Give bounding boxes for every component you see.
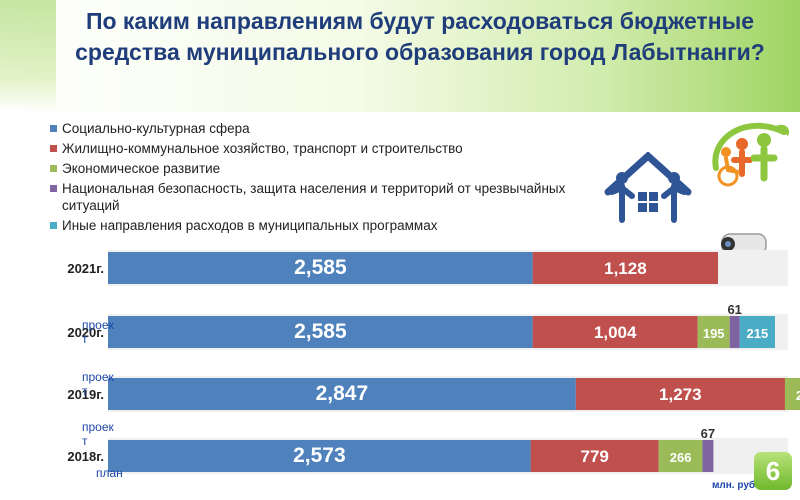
bar-segment-2019-s2	[784, 378, 800, 410]
data-label-2018-s0: 2,573	[293, 444, 346, 467]
data-label-2019-s2: 265	[796, 388, 800, 403]
bar-segment-2020-s0	[108, 316, 533, 348]
legend-swatch-social	[50, 125, 57, 132]
bar-segment-2018-s2	[658, 440, 703, 472]
bar-segment-2020-s2	[697, 316, 730, 348]
project-note-2: проек т	[82, 370, 114, 398]
bar-segment-2019-s0	[108, 378, 576, 410]
legend-item-security: Национальная безопасность, защита населе…	[50, 180, 570, 214]
page-number-badge: 6	[754, 452, 792, 490]
legend-swatch-security	[50, 185, 57, 192]
legend-label-social: Социально-культурная сфера	[62, 121, 250, 136]
plan-note: план	[96, 466, 123, 480]
bar-segment-2018-s0	[108, 440, 531, 472]
bar-segment-2020-s1	[532, 316, 698, 348]
data-label-2020-s2: 195	[703, 326, 725, 341]
data-label-2020-s4: 215	[747, 326, 769, 341]
data-label-2020-s1: 1,004	[594, 323, 637, 342]
legend-label-security: Национальная безопасность, защита населе…	[62, 181, 566, 213]
legend-label-economy: Экономическое развитие	[62, 161, 221, 176]
bar-track-2019	[108, 376, 788, 412]
legend-swatch-economy	[50, 165, 57, 172]
data-label-2018-s3: 67	[701, 426, 715, 441]
bar-track-2018	[108, 438, 788, 474]
legend-item-social: Социально-культурная сфера	[50, 120, 570, 137]
bar-track-2020	[108, 314, 788, 350]
chart-legend: Социально-культурная сфера Жилищно-комму…	[50, 120, 570, 237]
bar-segment-2020-s4	[739, 316, 775, 348]
data-label-2020-s0: 2,585	[294, 320, 347, 343]
bar-segment-2018-s1	[530, 440, 659, 472]
project-note-3: проек т	[82, 420, 114, 448]
data-label-2018-s2: 266	[670, 450, 692, 465]
house-family-icon	[602, 151, 694, 231]
data-label-2021-s1: 1,128	[604, 259, 647, 278]
family-care-icon	[706, 118, 794, 197]
left-decoration	[0, 0, 56, 112]
project-note-1: проек т	[82, 318, 114, 346]
legend-label-housing: Жилищно-коммунальное хозяйство, транспор…	[62, 141, 463, 156]
bar-segment-2018-s3	[702, 440, 714, 472]
legend-item-economy: Экономическое развитие	[50, 160, 570, 177]
category-label-2018: 2018г.	[67, 449, 104, 464]
data-label-2020-s3: 61	[727, 302, 741, 317]
legend-item-housing: Жилищно-коммунальное хозяйство, транспор…	[50, 140, 570, 157]
bar-segment-2021-s0	[108, 252, 533, 284]
data-label-2018-s1: 779	[581, 447, 609, 466]
bar-segment-2020-s3	[729, 316, 740, 348]
bar-track-2021	[108, 250, 788, 286]
unit-label: млн. руб	[712, 480, 756, 491]
legend-swatch-other	[50, 222, 57, 229]
title-band	[0, 0, 800, 112]
legend-item-other: Иные направления расходов в муниципальны…	[50, 217, 570, 234]
security-camera-icon	[716, 228, 780, 279]
data-label-2019-s0: 2,847	[316, 382, 369, 405]
category-label-2021: 2021г.	[67, 261, 104, 276]
page-title: По каким направлениям будут расходоватьс…	[75, 8, 765, 65]
data-label-2019-s1: 1,273	[659, 385, 702, 404]
legend-label-other: Иные направления расходов в муниципальны…	[62, 218, 438, 233]
data-label-2021-s0: 2,585	[294, 256, 347, 279]
bar-segment-2021-s1	[532, 252, 718, 284]
bar-segment-2019-s1	[575, 378, 785, 410]
legend-swatch-housing	[50, 145, 57, 152]
